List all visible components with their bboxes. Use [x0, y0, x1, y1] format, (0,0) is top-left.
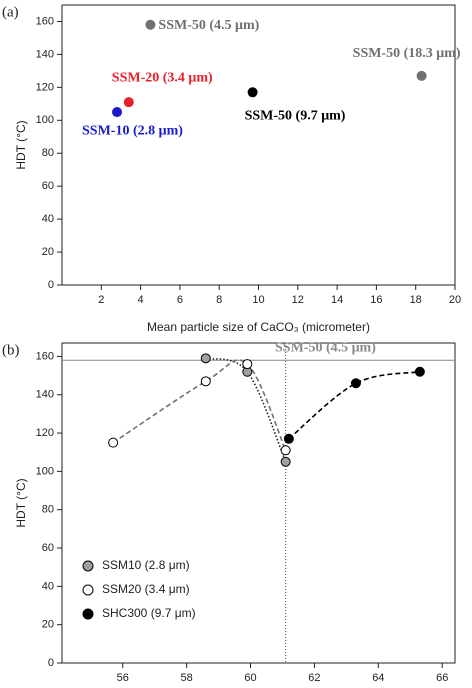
y-tick-label: 40 — [42, 213, 54, 225]
point — [350, 378, 361, 389]
legend-marker — [82, 608, 94, 620]
series-line — [288, 370, 420, 440]
y-tick-label: 20 — [42, 619, 54, 631]
x-tick-label: 4 — [138, 294, 144, 306]
x-tick-label: 2 — [98, 294, 104, 306]
y-tick-label: 0 — [48, 657, 54, 669]
point — [247, 87, 258, 98]
y-tick-label: 60 — [42, 180, 54, 192]
y-tick-label: 40 — [42, 580, 54, 592]
point-label: SSM-10 (2.8 μm) — [82, 123, 183, 138]
point — [112, 107, 123, 118]
y-tick-label: 160 — [36, 350, 54, 362]
y-axis-label: HDT (°C) — [14, 478, 28, 527]
y-tick-label: 100 — [36, 465, 54, 477]
point — [416, 70, 427, 81]
point — [280, 456, 291, 467]
y-tick-label: 100 — [36, 114, 54, 126]
y-tick-label: 80 — [42, 504, 54, 516]
point — [123, 97, 134, 108]
y-tick-label: 120 — [36, 427, 54, 439]
x-tick-label: 8 — [216, 294, 222, 306]
panel-label: (b) — [2, 342, 20, 358]
panel-label: (a) — [2, 4, 19, 20]
series-line — [205, 357, 287, 463]
point — [414, 366, 425, 377]
x-tick-label: 6 — [177, 294, 183, 306]
point-label: SSM-50 (9.7 μm) — [245, 109, 346, 124]
point — [242, 359, 253, 370]
x-tick-label: 14 — [331, 294, 343, 306]
legend-marker — [82, 584, 94, 596]
y-tick-label: 120 — [36, 81, 54, 93]
point-label: SSM-20 (3.4 μm) — [112, 70, 213, 85]
y-tick-label: 20 — [42, 246, 54, 258]
point-label: SSM-50 (4.5 μm) — [158, 18, 259, 33]
x-tick-label: 62 — [308, 672, 320, 684]
x-tick-label: 64 — [372, 672, 384, 684]
point — [280, 445, 291, 456]
x-tick-label: 20 — [449, 294, 461, 306]
point — [200, 353, 211, 364]
x-tick-label: 10 — [252, 294, 264, 306]
legend-marker — [82, 560, 94, 572]
y-tick-label: 140 — [36, 389, 54, 401]
x-axis-label: Mean particle size of CaCO₃ (micrometer) — [147, 320, 370, 334]
point — [283, 433, 294, 444]
legend-label: SSM20 (3.4 μm) — [102, 582, 190, 596]
plot-frame — [61, 342, 456, 664]
reference-label: SSM-50 (4.5 μm) — [275, 340, 376, 355]
x-tick-label: 56 — [117, 672, 129, 684]
y-tick-label: 140 — [36, 48, 54, 60]
x-tick-label: 18 — [410, 294, 422, 306]
y-axis-label: HDT (°C) — [14, 120, 28, 169]
x-tick-label: 58 — [180, 672, 192, 684]
y-tick-label: 60 — [42, 542, 54, 554]
legend-label: SSM10 (2.8 μm) — [102, 558, 190, 572]
legend-label: SHC300 (9.7 μm) — [102, 606, 196, 620]
x-tick-label: 12 — [292, 294, 304, 306]
series-line — [112, 359, 287, 451]
point-label: SSM-50 (18.3 μm) — [353, 46, 461, 61]
point — [108, 437, 119, 448]
point — [145, 19, 156, 30]
y-tick-label: 160 — [36, 15, 54, 27]
point — [200, 376, 211, 387]
y-tick-label: 0 — [48, 279, 54, 291]
y-tick-label: 80 — [42, 147, 54, 159]
x-tick-label: 16 — [370, 294, 382, 306]
x-tick-label: 60 — [244, 672, 256, 684]
x-tick-label: 66 — [436, 672, 448, 684]
